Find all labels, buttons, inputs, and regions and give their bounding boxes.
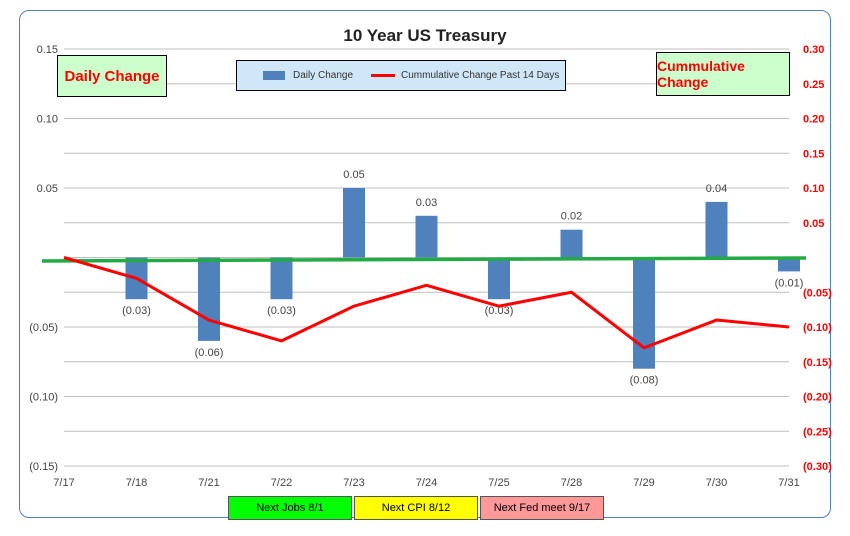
zero-line — [41, 256, 807, 263]
daily-change-label-box: Daily Change — [57, 55, 167, 97]
bar-daily-change — [343, 188, 365, 258]
bar-data-label: 0.05 — [343, 169, 364, 181]
bar-data-label: 0.03 — [416, 197, 437, 209]
bar-daily-change — [705, 201, 728, 258]
right-axis-tick-label: (0.20) — [803, 392, 832, 404]
right-axis-tick-label: (0.15) — [803, 357, 832, 369]
left-axis-tick-label: (0.15) — [29, 461, 58, 473]
bar-daily-change — [778, 257, 800, 272]
right-axis-tick-label: (0.30) — [803, 461, 832, 473]
x-axis-tick-label: 7/23 — [343, 477, 364, 489]
x-axis-tick-label: 7/17 — [53, 477, 74, 489]
x-axis-tick-label: 7/22 — [271, 477, 292, 489]
bar-data-label: 0.04 — [706, 183, 727, 195]
series-line-cumulative — [63, 256, 790, 350]
right-axis-tick-label: 0.30 — [803, 44, 824, 56]
right-axis-tick-label: 0.05 — [803, 218, 824, 230]
bar-data-label: (0.03) — [485, 305, 514, 317]
left-axis-tick-label: (0.10) — [29, 392, 58, 404]
bar-data-label: (0.03) — [267, 305, 296, 317]
right-axis-tick-label: 0.20 — [803, 114, 824, 126]
x-axis-tick-label: 7/31 — [778, 477, 799, 489]
x-axis-tick-label: 7/18 — [126, 477, 147, 489]
x-axis-tick-label: 7/25 — [488, 477, 509, 489]
next-cpi-box: Next CPI 8/12 — [354, 496, 478, 520]
left-axis-tick-label: (0.05) — [29, 322, 58, 334]
right-axis-tick-label: 0.10 — [803, 183, 824, 195]
chart-legend: Daily Change Cummulative Change Past 14 … — [236, 60, 566, 91]
legend-label-daily: Daily Change — [293, 70, 354, 81]
bar-daily-change — [198, 257, 220, 341]
x-axis-tick-label: 7/24 — [416, 477, 437, 489]
x-axis-tick-label: 7/30 — [706, 477, 727, 489]
right-axis-tick-label: (0.10) — [803, 322, 832, 334]
next-fed-box: Next Fed meet 9/17 — [480, 496, 604, 520]
x-axis-tick-label: 7/21 — [198, 477, 219, 489]
chart-title: 10 Year US Treasury — [343, 26, 507, 45]
bar-data-label: (0.03) — [122, 305, 151, 317]
right-axis-tick-label: 0.25 — [803, 79, 824, 91]
legend-line-swatch — [371, 74, 395, 77]
right-axis-tick-label: (0.25) — [803, 426, 832, 438]
right-axis-tick-label: (0.05) — [803, 287, 832, 299]
left-axis-tick-label: 0.15 — [37, 44, 58, 56]
x-axis-tick-label: 7/29 — [633, 477, 654, 489]
bar-daily-change — [270, 257, 293, 300]
legend-label-cumulative: Cummulative Change Past 14 Days — [401, 70, 560, 81]
bar-daily-change — [633, 257, 655, 369]
bar-daily-change — [415, 215, 438, 258]
x-axis-tick-label: 7/28 — [561, 477, 582, 489]
bar-data-label: (0.06) — [195, 347, 224, 359]
bar-data-label: (0.08) — [630, 375, 659, 387]
bar-data-label: (0.01) — [775, 277, 804, 289]
bar-data-label: 0.02 — [561, 211, 582, 223]
bar-daily-change — [488, 257, 510, 300]
left-axis-tick-label: 0.10 — [37, 114, 58, 126]
legend-bar-swatch — [263, 71, 285, 80]
left-axis-tick-label: 0.05 — [37, 183, 58, 195]
next-jobs-box: Next Jobs 8/1 — [228, 496, 352, 520]
bar-daily-change — [560, 229, 583, 258]
cumulative-change-label-box: Cummulative Change — [656, 52, 790, 96]
right-axis-tick-label: 0.15 — [803, 148, 824, 160]
